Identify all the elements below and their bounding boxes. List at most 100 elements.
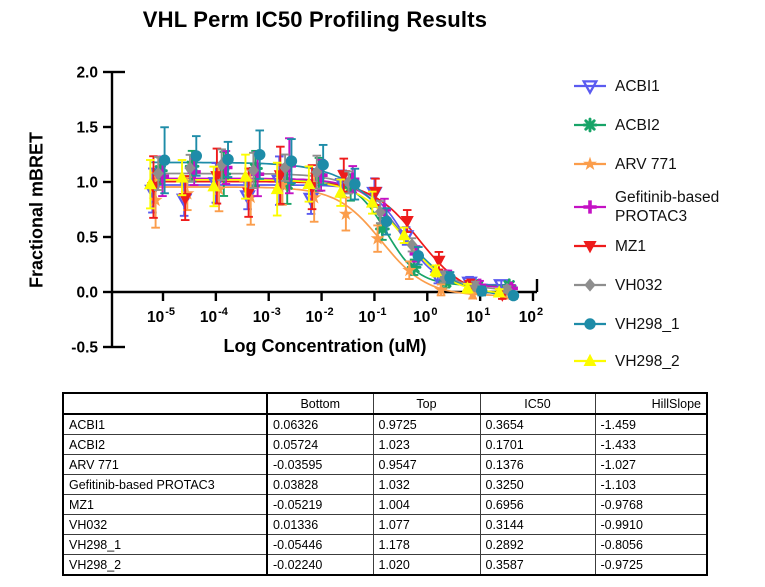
legend-marker-icon [574, 278, 606, 292]
ic50-plot: 2.0 1.5 1.0 0.5 0.0 -0.5 10-5 10-4 10-3 10-2 10-1 1… [71, 65, 543, 357]
table-row: VH032 0.01336 1.077 0.3144 -0.9910 [62, 514, 708, 535]
table-cell: -0.03595 [266, 454, 374, 475]
y-tick-label: 1.0 [76, 175, 98, 192]
star-icon [307, 190, 322, 204]
table-cell: -0.05219 [266, 494, 374, 515]
axes: 2.0 1.5 1.0 0.5 0.0 -0.5 10-5 10-4 10-3 10-2 10-1 1… [71, 65, 543, 357]
legend-marker-icon [574, 156, 606, 170]
fit-curve [151, 177, 507, 288]
table-cell: -1.433 [594, 434, 708, 455]
legend-item: Gefitinib-based PROTAC3 [572, 188, 763, 226]
table-cell: 1.077 [372, 514, 481, 535]
x-tick-label: 100 [413, 306, 437, 326]
circle-icon [380, 215, 393, 228]
triangle-down-icon [337, 170, 351, 183]
triangle-down-icon [583, 241, 597, 254]
row-label: ACBI1 [62, 413, 268, 435]
legend-label: VH298_1 [615, 315, 680, 333]
star-icon [370, 231, 385, 245]
star-icon [212, 181, 227, 196]
y-tick-label: 2.0 [76, 65, 98, 82]
table-cell: 1.004 [372, 494, 481, 515]
legend-item: VH298_1 [572, 314, 680, 334]
table-cell: -0.8056 [594, 534, 708, 555]
triangle-up-icon [270, 181, 284, 195]
triangle-down-icon [368, 186, 383, 200]
table-cell: -0.02240 [266, 554, 374, 576]
table-row: Gefitinib-based PROTAC3 0.03828 1.032 0.325… [62, 474, 708, 495]
circle-icon [584, 318, 596, 330]
row-label: ARV 771 [62, 454, 268, 475]
diamond-icon [584, 278, 596, 292]
table-cell: 0.3144 [479, 514, 596, 535]
table-cell: -1.459 [594, 413, 708, 435]
series-points [158, 126, 520, 302]
star-icon [583, 156, 597, 170]
table-cell: 0.1376 [479, 454, 596, 475]
diamond-icon [501, 282, 513, 296]
x-tick-label: 10-3 [253, 306, 281, 326]
triangle-up-icon [492, 285, 506, 298]
triangle-down-icon [400, 216, 414, 229]
x-tick-label: 10-5 [147, 306, 175, 326]
asterisk-icon [216, 166, 232, 182]
table-row: VH298_1 -0.05446 1.178 0.2892 -0.8056 [62, 534, 708, 555]
row-label: ACBI2 [62, 434, 268, 455]
y-tick-label: -0.5 [71, 340, 98, 357]
triangle-up-icon [365, 195, 379, 208]
asterisk-icon [582, 117, 598, 133]
diamond-icon [469, 279, 481, 293]
triangle-down-icon [178, 193, 192, 206]
legend-item: MZ1 [572, 236, 646, 256]
column-header: Bottom [266, 392, 374, 415]
triangle-up-icon [334, 185, 347, 198]
circle-icon [285, 155, 298, 167]
triangle-up-icon [429, 263, 443, 276]
legend-item: VH032 [572, 275, 662, 295]
diamond-icon [152, 166, 164, 181]
legend-item: ARV 771 [572, 154, 677, 174]
circle-icon [317, 159, 329, 171]
x-tick-label: 10-2 [306, 306, 334, 326]
star-icon [402, 262, 417, 277]
table-cell: 1.023 [372, 434, 481, 455]
table-cell: 1.178 [372, 534, 481, 555]
circle-icon [476, 285, 488, 297]
star-icon [180, 186, 195, 200]
y-tick-label: 0.5 [76, 230, 98, 247]
table-cell: 0.06326 [266, 413, 374, 435]
triangle-up-icon [583, 353, 597, 366]
table-cell: -0.05446 [266, 534, 374, 555]
legend-marker-icon [574, 241, 606, 254]
series-points [152, 148, 513, 296]
column-header [62, 392, 268, 415]
fit-curve [151, 184, 507, 286]
row-label: MZ1 [62, 494, 268, 515]
table-cell: 0.9725 [372, 413, 481, 435]
diamond-icon [406, 238, 418, 252]
table-row: ACBI2 0.05724 1.023 0.1701 -1.433 [62, 434, 708, 455]
table-row: ARV 771 -0.03595 0.9547 0.1376 -1.027 [62, 454, 708, 475]
table-row: MZ1 -0.05219 1.004 0.6956 -0.9768 [62, 494, 708, 515]
triangle-up-icon [207, 179, 221, 192]
plus-icon [583, 200, 597, 214]
legend-label: ACBI2 [615, 116, 660, 134]
triangle-up-icon [461, 281, 474, 294]
diamond-icon [184, 161, 196, 175]
circle-icon [158, 154, 171, 166]
table-cell: -1.027 [594, 454, 708, 475]
legend-label: ARV 771 [615, 155, 677, 173]
table-cell: -0.9768 [594, 494, 708, 515]
table-row: VH298_2 -0.02240 1.020 0.3587 -0.9725 [62, 554, 708, 576]
legend-label: ACBI1 [615, 77, 660, 95]
circle-icon [254, 148, 266, 161]
table-cell: 0.3654 [479, 413, 596, 435]
star-icon [434, 282, 449, 296]
chart-title: VHL Perm IC50 Profiling Results [142, 7, 488, 32]
triangle-up-icon [175, 170, 189, 183]
table-row: ACBI1 0.06326 0.9725 0.3654 -1.459 [62, 413, 708, 435]
results-table: Bottom Top IC50 HillSlope ACBI1 0.06326 0.9725… [62, 392, 708, 576]
legend-label: VH298_2 [615, 352, 680, 370]
fit-curve [151, 178, 507, 287]
y-tick-label: 0.0 [76, 285, 98, 302]
